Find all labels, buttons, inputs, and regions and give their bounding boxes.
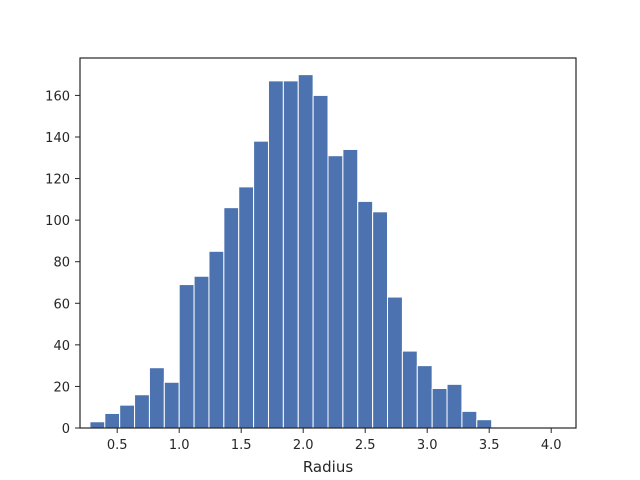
histogram-bar [208,250,225,429]
histogram-bar [327,155,344,429]
y-tick-label: 60 [53,297,70,312]
y-tick-label: 40 [53,339,70,354]
histogram-bar [104,412,121,429]
y-tick-label: 140 [45,131,70,146]
y-tick-label: 120 [45,173,70,188]
y-tick-label: 80 [53,256,70,271]
histogram-bar [461,410,478,429]
y-tick-label: 0 [62,422,70,437]
histogram-bar [253,140,269,429]
x-axis-label: Radius [303,458,353,476]
histogram-bar [372,211,389,429]
y-tick-label: 20 [53,380,70,395]
y-axis-ticks: 0 20 40 60 80 100 120 140 160 [45,89,80,437]
histogram-bar [134,394,150,429]
x-tick-label: 3.5 [479,438,500,453]
bars-group [89,74,493,429]
x-tick-label: 0.5 [107,438,128,453]
x-tick-label: 2.0 [293,438,314,453]
histogram-bar [267,80,284,429]
histogram-bar [446,383,463,429]
y-tick-label: 100 [45,214,70,229]
x-tick-label: 1.5 [231,438,252,453]
histogram-bar [476,419,493,429]
histogram-bar [282,80,299,429]
x-tick-label: 4.0 [541,438,562,453]
histogram-bar [89,421,106,429]
histogram-bar [148,367,165,429]
x-tick-label: 2.5 [355,438,376,453]
histogram-bar [238,186,255,429]
histogram-bar [223,207,240,429]
y-tick-label: 160 [45,89,70,104]
histogram-bar [416,365,433,429]
x-tick-label: 1.0 [169,438,190,453]
histogram-bar [178,284,195,429]
histogram-bar [297,74,314,429]
histogram-bar [193,275,210,429]
histogram-bar [342,148,359,429]
histogram-bar [401,350,418,429]
histogram-bar [387,296,403,429]
plot-frame [79,57,577,429]
histogram-bar [357,200,374,429]
histogram-bar [119,404,136,429]
histogram-bar [431,388,448,429]
x-tick-label: 3.0 [417,438,438,453]
histogram-bar [163,381,180,429]
histogram-bar [312,94,329,429]
x-axis-ticks: 0.5 1.0 1.5 2.0 2.5 3.0 3.5 4.0 [107,428,562,453]
